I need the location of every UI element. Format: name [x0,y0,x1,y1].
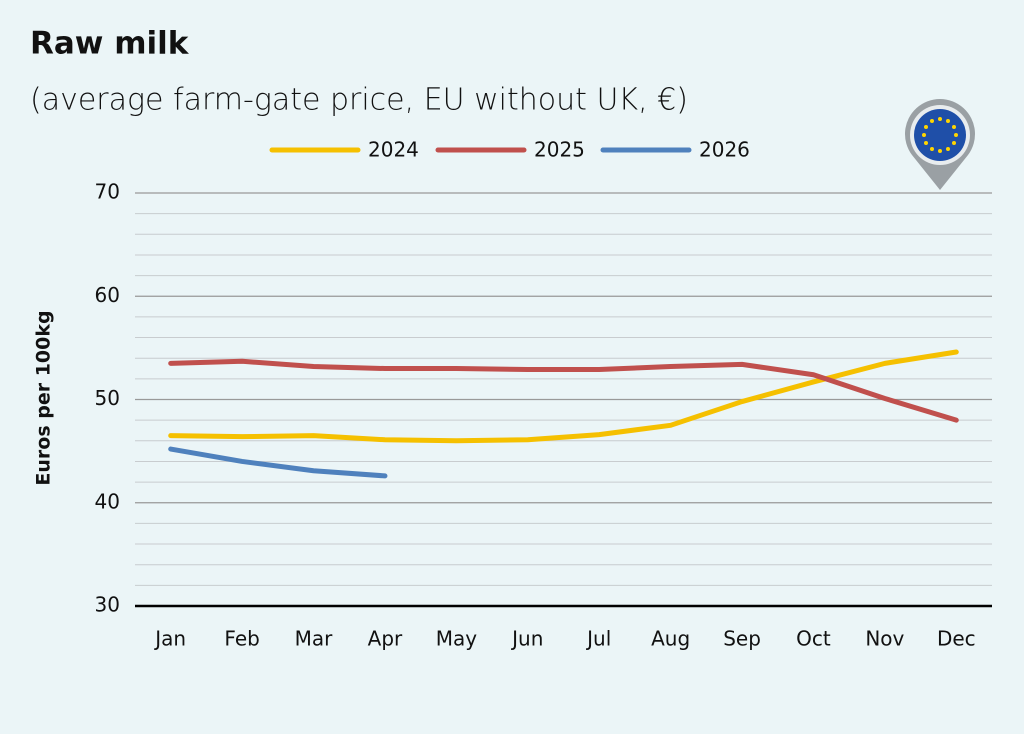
chart-title: Raw milk [30,26,190,62]
x-tick-label: Jan [153,627,186,651]
x-tick-label: May [436,627,478,651]
series-line [168,358,959,423]
x-tick-label: Dec [937,627,976,651]
x-tick-label: Jul [585,627,611,651]
x-tick-label: Feb [224,627,259,651]
x-tick-label: Jun [510,627,543,651]
eu-pin-icon [905,98,976,190]
legend-label: 2024 [368,138,419,162]
y-tick-label: 70 [95,180,120,204]
y-tick-label: 60 [95,283,120,307]
legend-label: 2025 [534,138,585,162]
y-tick-label: 50 [95,386,120,410]
y-tick-label: 40 [95,489,120,513]
legend-label: 2026 [699,138,750,162]
x-tick-label: Apr [368,627,403,651]
chart-subtitle: (average farm-gate price, EU without UK,… [30,83,688,118]
y-axis-title: Euros per 100kg [33,310,55,485]
x-tick-label: Mar [295,627,334,651]
y-tick-label: 30 [95,593,120,617]
x-tick-label: Oct [796,627,831,651]
x-tick-label: Sep [723,627,761,651]
x-tick-label: Nov [865,627,904,651]
x-tick-label: Aug [651,627,690,651]
series-line [168,446,388,479]
